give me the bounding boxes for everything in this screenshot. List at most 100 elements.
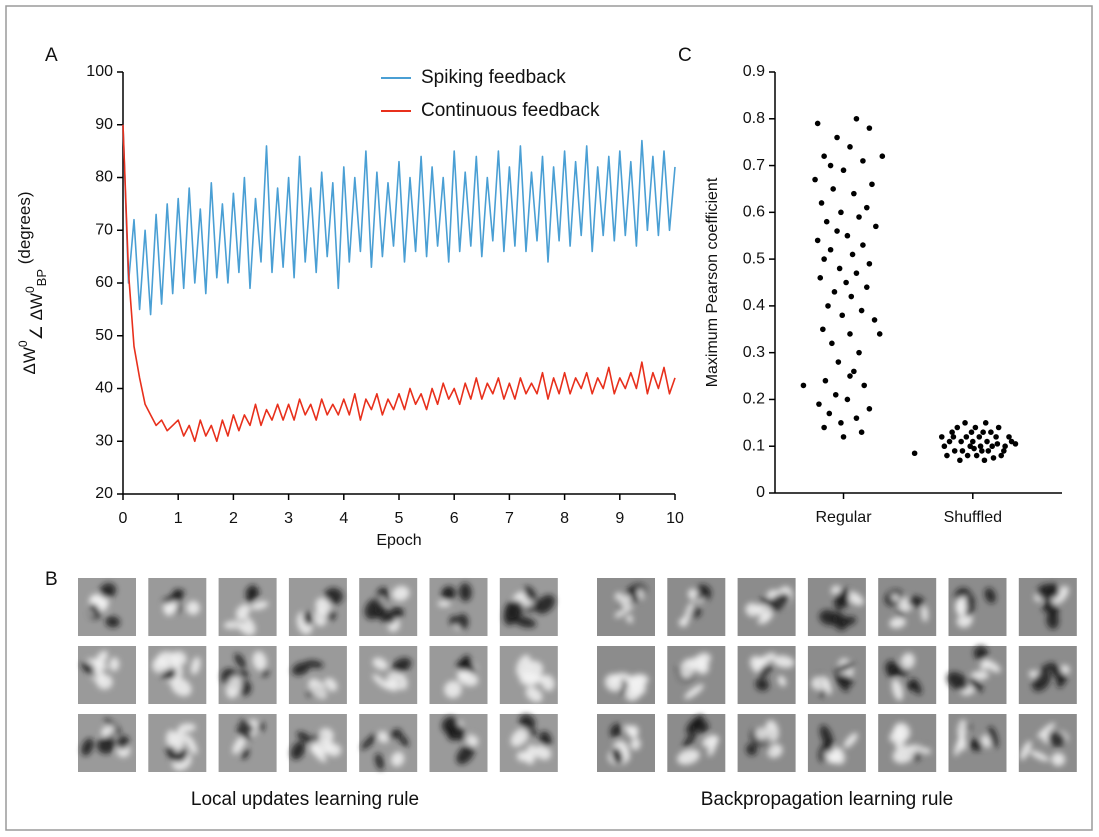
filter-image [1018,714,1077,772]
filter-image [218,714,277,772]
blob [963,595,975,617]
blob [186,600,200,615]
blob [96,737,115,754]
y-tick-label: 70 [95,221,113,238]
panel-label: C [678,45,692,66]
point [831,289,838,295]
x-tick-label: 2 [229,510,238,527]
x-tick-label: Shuffled [944,509,1002,526]
point [863,284,870,290]
x-tick-label: 4 [339,510,348,527]
y-tick-label: 0.3 [743,344,765,361]
filter-image [78,578,136,636]
point [866,260,873,267]
point [822,377,829,384]
blob [465,733,479,747]
point [827,246,834,253]
point [951,448,958,454]
blob [252,651,267,671]
blob [437,600,451,607]
point [958,438,964,445]
filter-image [948,714,1007,772]
point [972,424,979,431]
blob [614,592,622,601]
image-blobs [516,654,555,703]
image-blobs [675,652,711,700]
image-blobs [162,588,200,616]
blob [184,734,198,755]
blob [324,587,343,605]
point [800,382,807,389]
blob [1050,665,1064,678]
point [838,420,844,426]
blob [695,652,711,665]
point [1006,434,1012,440]
blob [887,665,901,678]
y-axis-label-part: ΔW [20,347,39,374]
x-tick-label: 5 [395,510,404,527]
blob [392,728,403,738]
point [981,457,988,464]
point [851,368,857,375]
blob [386,671,400,689]
y-tick-label: 0.4 [743,297,765,314]
image-blobs [291,660,338,700]
point [835,359,842,365]
y-tick-label: 0.9 [743,63,765,80]
blob [1051,586,1069,605]
image-blobs [608,723,641,766]
point [823,218,830,225]
filter-image [597,714,655,772]
blob [824,751,839,764]
blob [165,744,176,754]
blob [835,672,849,692]
point [861,382,868,389]
image-blobs [678,584,712,627]
y-axis-label-part: 0 [23,286,37,293]
blob [535,594,556,614]
point [968,429,975,435]
blob [891,593,901,602]
image-blobs [81,718,131,758]
blob [757,669,769,678]
blob [326,743,342,757]
image-blobs [1034,583,1069,630]
filter-image [148,578,207,636]
y-tick-label: 40 [95,380,113,397]
filter-images [78,578,1077,772]
filter-image [218,578,277,636]
blob [1046,611,1059,630]
y-tick-label: 30 [95,432,113,449]
blob [955,597,968,617]
blob [761,664,774,671]
point [844,396,851,403]
blob [755,652,776,667]
point [994,441,1001,447]
image-bg [737,714,796,772]
point [853,115,860,122]
image-blobs [614,583,647,624]
blob [398,734,409,747]
filter-image [807,646,866,704]
point [993,434,999,440]
blob [846,591,864,606]
series-line [122,124,676,443]
blob [239,719,254,733]
point [856,349,862,356]
blob [236,725,252,741]
blob [683,731,697,749]
point [821,424,827,431]
point [844,232,851,239]
point [969,438,976,445]
image-blobs [819,585,864,631]
point [847,331,853,337]
blob [630,737,641,751]
point [977,443,984,450]
point [860,242,866,248]
point [856,214,862,220]
y-tick-label: 20 [95,485,113,502]
filter-image [148,714,207,772]
blob [510,728,529,747]
point [834,228,840,234]
